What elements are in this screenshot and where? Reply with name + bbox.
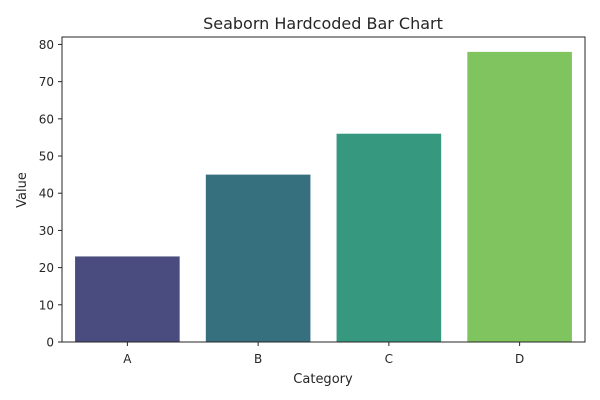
x-tick-label: B [254,352,262,366]
y-tick-label: 20 [39,261,54,275]
bar-A [75,256,180,342]
x-axis-label: Category [293,372,353,387]
y-tick-label: 50 [39,150,54,164]
bar-C [336,133,442,342]
y-axis-label: Value [15,172,30,208]
x-tick-label: C [385,352,393,366]
x-tick-label: A [123,352,132,366]
axes-frame [61,36,586,343]
bar-D [467,51,572,342]
y-tick-label: 0 [46,336,54,350]
y-tick-label: 70 [39,75,54,89]
chart-title: Seaborn Hardcoded Bar Chart [203,14,443,33]
x-tick-label: D [515,352,524,366]
y-tick-label: 30 [39,224,54,238]
plot-area: 0 10 20 30 40 50 60 70 80 A B C D [39,36,586,366]
bar-B [205,174,311,342]
y-tick-label: 10 [39,298,54,312]
y-tick-label: 40 [39,187,54,201]
y-tick-label: 80 [39,38,54,52]
y-tick-label: 60 [39,112,54,126]
